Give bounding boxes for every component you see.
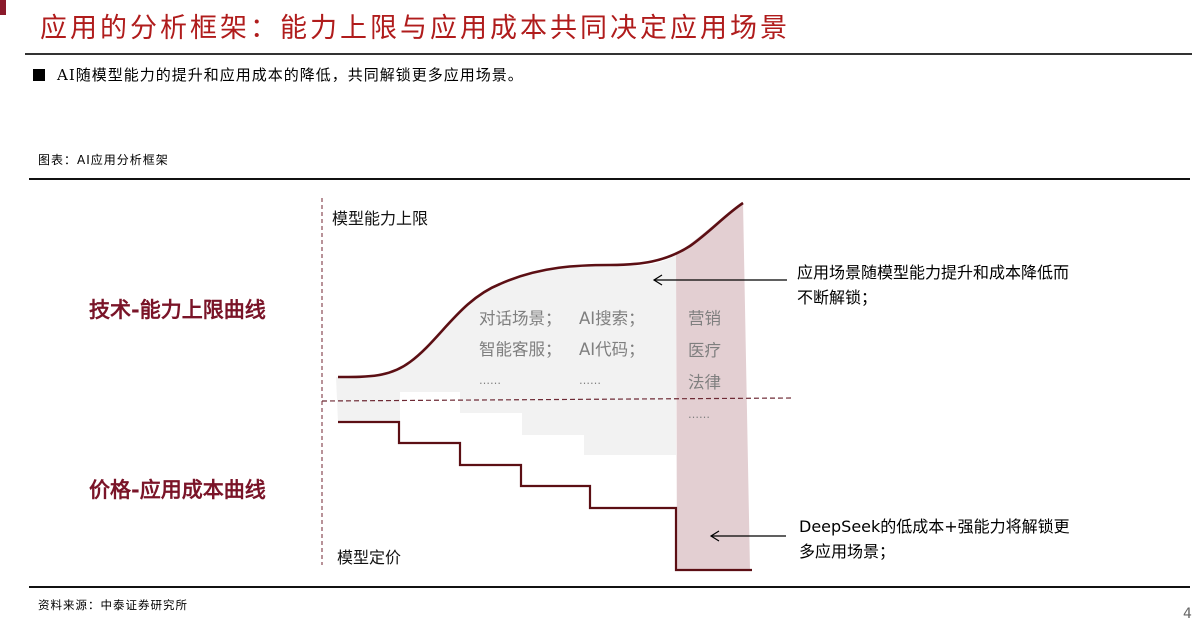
title-divider bbox=[25, 53, 1192, 55]
upper-annotation-line-2: 不断解锁； bbox=[797, 288, 878, 307]
square-bullet-icon bbox=[33, 69, 45, 81]
source-divider bbox=[29, 586, 1190, 588]
cost-staircase-curve bbox=[338, 420, 752, 572]
upper-annotation: 应用场景随模型能力提升和成本降低而 不断解锁； bbox=[797, 260, 1069, 310]
scenario-customer-service: 智能客服； bbox=[479, 340, 562, 359]
scenario-medical: 医疗 bbox=[688, 341, 721, 360]
scenario-legal: 法律 bbox=[688, 373, 721, 392]
deepseek-unlock-band bbox=[676, 202, 750, 570]
axis-label-pricing: 模型定价 bbox=[337, 548, 402, 567]
caption-divider bbox=[29, 178, 1190, 180]
page-number: 4 bbox=[1183, 606, 1192, 622]
axis-label-capability: 模型能力上限 bbox=[332, 209, 429, 228]
lower-annotation: DeepSeek的低成本+强能力将解锁更 多应用场景； bbox=[799, 514, 1070, 564]
scenario-marketing: 营销 bbox=[688, 309, 721, 328]
page-title: 应用的分析框架：能力上限与应用成本共同决定应用场景 bbox=[40, 13, 790, 44]
capability-ceiling-curve bbox=[337, 201, 744, 379]
summary-text: AI随模型能力的提升和应用成本的降低，共同解锁更多应用场景。 bbox=[57, 66, 524, 84]
summary-bullet: AI随模型能力的提升和应用成本的降低，共同解锁更多应用场景。 bbox=[33, 64, 524, 85]
scenario-column-1: 对话场景； 智能客服； …… bbox=[479, 303, 562, 396]
lower-annotation-line-2: 多应用场景； bbox=[799, 542, 896, 561]
price-cost-curve-label: 价格-应用成本曲线 bbox=[89, 478, 266, 502]
lower-annotation-line-1: DeepSeek的低成本+强能力将解锁更 bbox=[799, 517, 1070, 536]
lower-arrow-head-icon bbox=[709, 530, 720, 542]
scenario-column-3: 营销 医疗 法律 …… bbox=[688, 303, 721, 431]
unlocked-area bbox=[336, 255, 676, 455]
horizontal-dashed-separator bbox=[321, 397, 793, 402]
scenario-ai-search: AI搜索； bbox=[579, 309, 645, 328]
scenario-column-2: AI搜索； AI代码； …… bbox=[579, 303, 645, 396]
corner-accent-mark bbox=[0, 0, 6, 15]
scenario-ai-coding: AI代码； bbox=[579, 340, 645, 359]
scenario-more-2: …… bbox=[579, 374, 601, 387]
source-note: 资料来源：中泰证券研究所 bbox=[38, 598, 188, 612]
scenario-chat: 对话场景； bbox=[479, 309, 562, 328]
tech-capability-curve-label: 技术-能力上限曲线 bbox=[89, 298, 266, 322]
upper-annotation-line-1: 应用场景随模型能力提升和成本降低而 bbox=[797, 263, 1070, 282]
scenario-more-3: …… bbox=[688, 408, 710, 421]
figure-caption: 图表：AI应用分析框架 bbox=[38, 153, 169, 167]
upper-arrow-head-icon bbox=[652, 274, 663, 286]
scenario-more-1: …… bbox=[479, 374, 501, 387]
